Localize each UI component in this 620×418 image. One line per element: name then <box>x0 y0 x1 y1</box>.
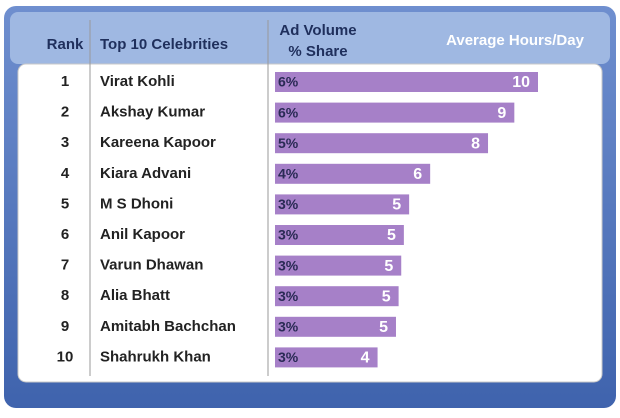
share-label: 6% <box>278 104 299 120</box>
share-label: 3% <box>278 319 299 335</box>
bar <box>275 225 404 245</box>
share-label: 3% <box>278 196 299 212</box>
celebrity-name: M S Dhoni <box>100 195 173 212</box>
rank: 8 <box>61 287 69 304</box>
bar <box>275 133 489 154</box>
share-label: 3% <box>278 227 299 243</box>
value-label: 5 <box>382 288 391 305</box>
value-label: 5 <box>392 197 401 214</box>
header-name: Top 10 Celebrities <box>100 36 228 53</box>
bar <box>275 72 538 92</box>
celebrity-name: Shahrukh Khan <box>100 348 211 365</box>
value-label: 9 <box>497 105 506 122</box>
bar <box>275 163 431 184</box>
value-label: 5 <box>384 258 393 275</box>
header-share: % Share <box>288 43 347 60</box>
header-rank: Rank <box>47 36 84 53</box>
share-label: 4% <box>278 166 299 182</box>
bar <box>275 286 399 307</box>
celebrity-name: Amitabh Bachchan <box>100 318 236 335</box>
share-label: 3% <box>278 257 299 273</box>
rank: 2 <box>61 104 69 121</box>
rank: 1 <box>61 73 69 90</box>
value-label: 10 <box>512 74 530 91</box>
share-label: 3% <box>278 349 299 365</box>
value-label: 5 <box>387 227 396 244</box>
header-hours: Average Hours/Day <box>446 32 584 49</box>
rank: 6 <box>61 226 69 243</box>
rank: 9 <box>61 318 69 335</box>
share-label: 5% <box>278 135 299 151</box>
celebrity-name: Virat Kohli <box>100 73 175 90</box>
bar <box>275 347 378 368</box>
celebrity-name: Akshay Kumar <box>100 104 205 121</box>
rank: 4 <box>61 165 70 182</box>
rank: 7 <box>61 257 69 274</box>
header-band <box>10 12 610 64</box>
value-label: 4 <box>361 350 370 367</box>
celebrity-name: Kiara Advani <box>100 165 191 182</box>
celebrity-name: Anil Kapoor <box>100 226 185 243</box>
bar <box>275 102 515 123</box>
rank: 3 <box>61 134 69 151</box>
header-share: Ad Volume <box>279 22 356 39</box>
value-label: 6 <box>413 166 422 183</box>
bar <box>275 255 402 276</box>
bar <box>275 316 396 337</box>
rank: 5 <box>61 195 69 212</box>
bar <box>275 194 410 215</box>
value-label: 5 <box>379 319 388 336</box>
value-label: 8 <box>471 135 480 152</box>
celebrity-name: Varun Dhawan <box>100 257 203 274</box>
share-label: 6% <box>278 74 299 90</box>
rank: 10 <box>57 348 74 365</box>
celebrity-name: Kareena Kapoor <box>100 134 216 151</box>
celebrity-name: Alia Bhatt <box>100 287 170 304</box>
share-label: 3% <box>278 288 299 304</box>
